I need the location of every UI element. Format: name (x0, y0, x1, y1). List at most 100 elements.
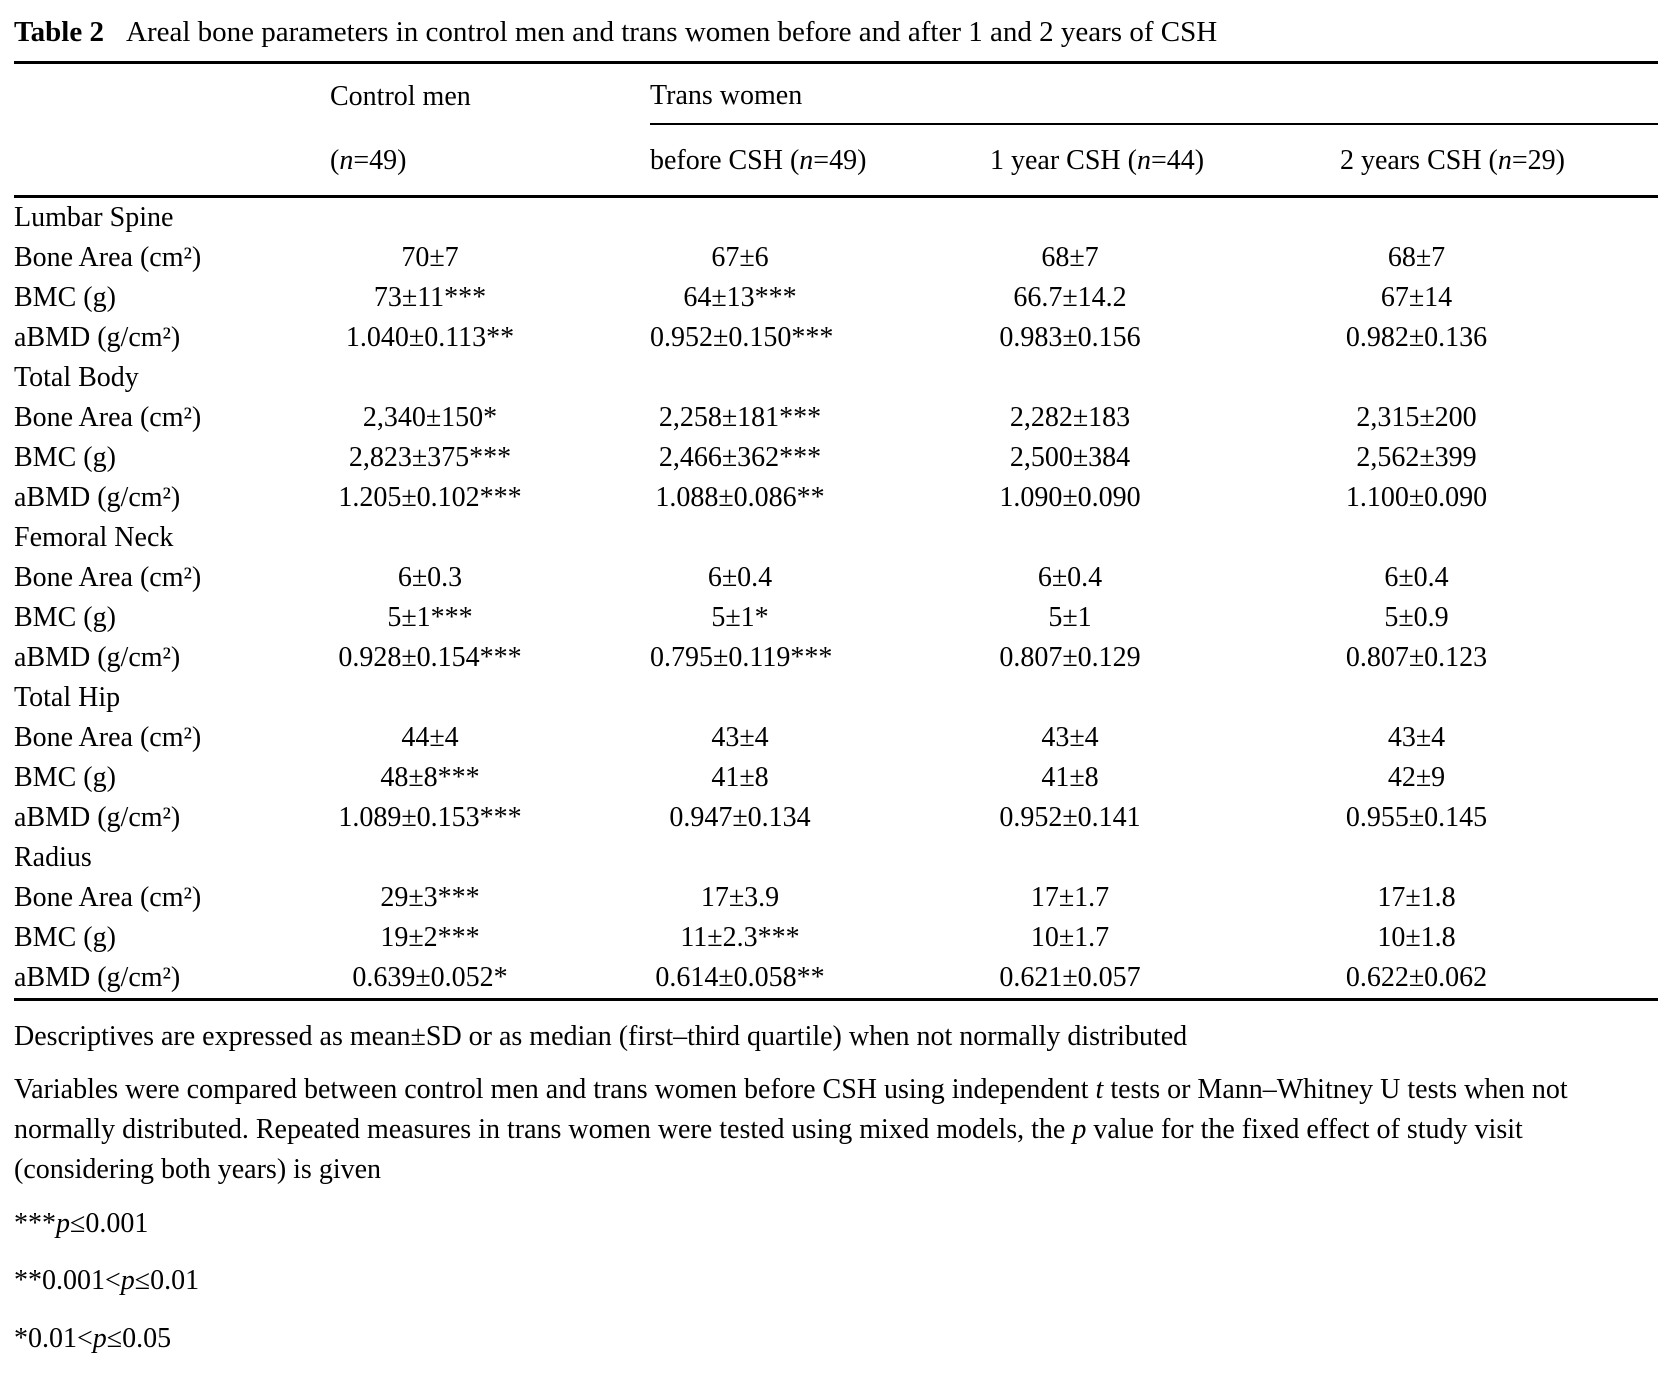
cell-value: 41±8 (1041, 761, 1099, 793)
row-label: aBMD (g/cm²) (14, 481, 181, 513)
row-label: Bone Area (cm²) (14, 401, 202, 433)
footnote-sig-05: *0.01<p≤0.05 (14, 1323, 172, 1355)
section-row: Radius (14, 838, 1658, 878)
cell-value: 2,340±150* (362, 401, 498, 433)
table-row: BMC (g) 73±11*** 64±13*** 66.7±14.2 67±14 (14, 278, 1658, 318)
control-men-label: Control men (330, 81, 471, 113)
cell-value: 64±13*** (683, 281, 797, 313)
cell-value: 1.088±0.086** (655, 481, 825, 513)
section-row: Total Body (14, 358, 1658, 398)
table-row: aBMD (g/cm²) 1.040±0.113** 0.952±0.150*** 0… (14, 318, 1658, 358)
row-label: Bone Area (cm²) (14, 721, 202, 753)
row-label: BMC (g) (14, 601, 116, 633)
cell-value: 17±3.9 (700, 881, 780, 913)
cell-value: 2,258±181*** (658, 401, 822, 433)
table-body: Lumbar Spine Bone Area (cm²) 70±7 67±6 68±7 6… (14, 196, 1658, 999)
table-row: BMC (g) 5±1*** 5±1* 5±1 5±0.9 (14, 598, 1658, 638)
cell-value: 2,466±362*** (658, 441, 822, 473)
cell-value: 29±3*** (380, 881, 480, 913)
cell-value: 0.952±0.150*** (650, 321, 834, 353)
table-number: Table 2 (14, 16, 104, 48)
table-row: BMC (g) 48±8*** 41±8 41±8 42±9 (14, 758, 1658, 798)
table-row: Bone Area (cm²) 6±0.3 6±0.4 6±0.4 6±0.4 (14, 558, 1658, 598)
row-label: Bone Area (cm²) (14, 561, 202, 593)
col-subheader-control-n: (n=49) (330, 123, 650, 198)
cell-value: 0.807±0.123 (1345, 641, 1488, 673)
cell-value: 68±7 (1387, 241, 1446, 273)
row-label: aBMD (g/cm²) (14, 961, 181, 993)
section-row: Femoral Neck (14, 518, 1658, 558)
cell-value: 17±1.8 (1377, 881, 1456, 913)
cell-value: 2,562±399 (1356, 441, 1477, 473)
cell-value: 48±8*** (380, 761, 480, 793)
table-caption: Table 2 Areal bone parameters in control … (14, 10, 1658, 65)
table-row: Bone Area (cm²) 70±7 67±6 68±7 68±7 (14, 238, 1658, 278)
section-label: Total Hip (14, 681, 121, 713)
table-row: aBMD (g/cm²) 1.089±0.153*** 0.947±0.134 0.9… (14, 798, 1658, 838)
col-subheader-before-csh: before CSH (n=49) (650, 123, 990, 198)
header-sub-row: (n=49) before CSH (n=49) 1 year CSH (n=4… (14, 123, 1658, 198)
cell-value: 19±2*** (380, 921, 480, 953)
cell-value: 1.089±0.153*** (338, 801, 522, 833)
cell-value: 41±8 (711, 761, 769, 793)
section-row: Total Hip (14, 678, 1658, 718)
cell-value: 0.795±0.119*** (650, 641, 833, 673)
cell-value: 6±0.4 (1037, 561, 1103, 593)
subheader-empty-cell (14, 123, 330, 198)
cell-value: 0.982±0.136 (1345, 321, 1488, 353)
section-label: Total Body (14, 361, 139, 393)
cell-value: 2,315±200 (1356, 401, 1477, 433)
cell-value: 67±14 (1380, 281, 1453, 313)
cell-value: 68±7 (1041, 241, 1099, 273)
cell-value: 0.955±0.145 (1345, 801, 1488, 833)
n-symbol: n (1497, 144, 1512, 176)
p-symbol: p (56, 1207, 70, 1239)
cell-value: 0.639±0.052* (352, 961, 508, 993)
row-label: BMC (g) (14, 441, 116, 473)
cell-value: 0.952±0.141 (999, 801, 1141, 833)
cell-value: 10±1.8 (1377, 921, 1456, 953)
col-subheader-2-years-csh: 2 years CSH (n=29) (1340, 123, 1658, 198)
p-symbol: p (1072, 1114, 1087, 1146)
section-label: Radius (14, 841, 92, 873)
section-row: Lumbar Spine (14, 196, 1658, 238)
trans-women-label: Trans women (650, 80, 803, 112)
row-label: BMC (g) (14, 921, 116, 953)
cell-value: 10±1.7 (1030, 921, 1110, 953)
cell-value: 2,500±384 (1009, 441, 1131, 473)
row-label: aBMD (g/cm²) (14, 801, 181, 833)
p-symbol: p (92, 1323, 107, 1355)
table-caption-text: Areal bone parameters in control men and… (126, 16, 1218, 48)
row-label: Bone Area (cm²) (14, 241, 202, 273)
table-row: BMC (g) 19±2*** 11±2.3*** 10±1.7 10±1.8 (14, 918, 1658, 958)
cell-value: 1.090±0.090 (999, 481, 1141, 513)
cell-value: 0.947±0.134 (669, 801, 811, 833)
n-symbol: n (339, 144, 354, 176)
cell-value: 43±4 (1387, 721, 1446, 753)
n-symbol: n (799, 144, 814, 176)
cell-value: 5±1*** (387, 601, 473, 633)
cell-value: 5±1* (711, 601, 769, 633)
cell-value: 5±1 (1048, 601, 1092, 633)
cell-value: 17±1.7 (1030, 881, 1110, 913)
cell-value: 0.928±0.154*** (338, 641, 522, 673)
cell-value: 1.040±0.113** (345, 321, 515, 353)
cell-value: 42±9 (1387, 761, 1446, 793)
cell-value: 6±0.4 (707, 561, 773, 593)
cell-value: 44±4 (401, 721, 459, 753)
row-label: BMC (g) (14, 761, 116, 793)
footnote-methods: Variables were compared between control … (14, 1074, 1568, 1185)
cell-value: 1.100±0.090 (1345, 481, 1488, 513)
cell-value: 11±2.3*** (680, 921, 800, 953)
col-header-control-men: Control men (330, 64, 650, 123)
cell-value: 6±0.3 (397, 561, 463, 593)
n-symbol: n (1136, 144, 1151, 176)
section-label: Lumbar Spine (14, 201, 174, 233)
cell-value: 0.614±0.058** (655, 961, 825, 993)
cell-value: 0.622±0.062 (1345, 961, 1488, 993)
table-header: Control men Trans women (n=49) before CS… (14, 64, 1658, 198)
row-label: BMC (g) (14, 281, 116, 313)
footnote-sig-01: **0.001<p≤0.01 (14, 1265, 200, 1297)
cell-value: 43±4 (1041, 721, 1099, 753)
